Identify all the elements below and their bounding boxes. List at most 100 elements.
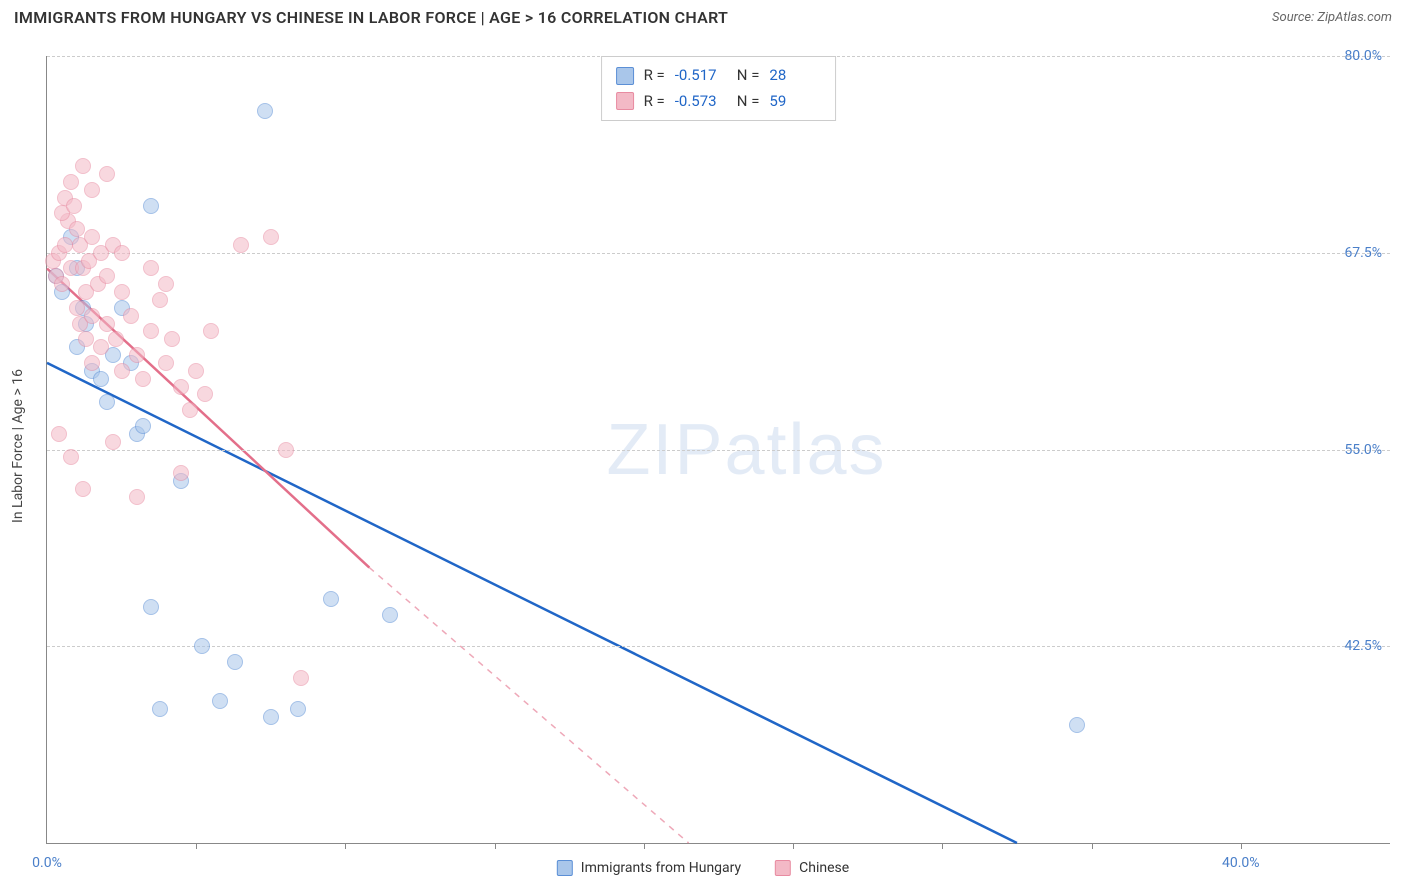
y-tick-label: 42.5% — [1344, 638, 1382, 654]
data-point — [257, 103, 273, 119]
stat-n-value: 59 — [769, 89, 821, 115]
data-point — [63, 449, 79, 465]
data-point — [135, 371, 151, 387]
data-point — [129, 489, 145, 505]
x-tick-label: 40.0% — [1222, 855, 1260, 871]
x-tick-label: 0.0% — [32, 855, 62, 871]
x-tick — [644, 843, 645, 849]
gridline — [47, 450, 1390, 451]
data-point — [182, 402, 198, 418]
data-point — [152, 292, 168, 308]
data-point — [99, 316, 115, 332]
y-axis-title: In Labor Force | Age > 16 — [10, 369, 26, 523]
stat-r-value: -0.517 — [675, 63, 727, 89]
data-point — [188, 363, 204, 379]
source-label: Source: ZipAtlas.com — [1272, 10, 1392, 25]
data-point — [57, 237, 73, 253]
data-point — [99, 268, 115, 284]
data-point — [263, 229, 279, 245]
data-point — [135, 418, 151, 434]
data-point — [173, 379, 189, 395]
x-tick — [1241, 843, 1242, 849]
data-point — [51, 426, 67, 442]
data-point — [78, 331, 94, 347]
legend-item: Immigrants from Hungary — [557, 860, 741, 876]
data-point — [75, 158, 91, 174]
x-tick — [942, 843, 943, 849]
data-point — [84, 229, 100, 245]
data-point — [84, 308, 100, 324]
x-tick — [495, 843, 496, 849]
data-point — [233, 237, 249, 253]
y-tick-label: 55.0% — [1344, 442, 1382, 458]
data-point — [114, 245, 130, 261]
data-point — [212, 693, 228, 709]
data-point — [129, 347, 145, 363]
data-point — [263, 709, 279, 725]
legend-row: R = -0.517 N = 28 — [616, 63, 822, 89]
gridline — [47, 253, 1390, 254]
data-point — [173, 465, 189, 481]
data-point — [152, 701, 168, 717]
data-point — [99, 394, 115, 410]
legend-row: R = -0.573 N = 59 — [616, 89, 822, 115]
legend-swatch — [616, 67, 634, 85]
data-point — [290, 701, 306, 717]
data-point — [293, 670, 309, 686]
x-tick — [345, 843, 346, 849]
data-point — [69, 300, 85, 316]
data-point — [84, 182, 100, 198]
scatter-chart: ZIPatlas R =-0.517N =28R =-0.573N =59 42… — [46, 56, 1390, 844]
data-point — [194, 638, 210, 654]
data-point — [382, 607, 398, 623]
gridline — [47, 56, 1390, 57]
data-point — [1069, 717, 1085, 733]
data-point — [84, 355, 100, 371]
chart-title: IMMIGRANTS FROM HUNGARY VS CHINESE IN LA… — [14, 8, 728, 27]
legend-label: Chinese — [799, 860, 849, 876]
gridline — [47, 646, 1390, 647]
data-point — [93, 371, 109, 387]
data-point — [143, 198, 159, 214]
legend-swatch — [775, 860, 791, 876]
data-point — [143, 599, 159, 615]
data-point — [143, 323, 159, 339]
data-point — [158, 276, 174, 292]
series-legend: Immigrants from Hungary Chinese — [557, 860, 849, 876]
data-point — [203, 323, 219, 339]
data-point — [158, 355, 174, 371]
data-point — [108, 331, 124, 347]
stat-r-value: -0.573 — [675, 89, 727, 115]
data-point — [54, 276, 70, 292]
data-point — [105, 434, 121, 450]
x-tick — [793, 843, 794, 849]
stat-label: R = — [644, 63, 665, 89]
y-tick-label: 80.0% — [1344, 48, 1382, 64]
data-point — [227, 654, 243, 670]
data-point — [63, 174, 79, 190]
stat-label: N = — [737, 63, 760, 89]
data-point — [75, 481, 91, 497]
legend-label: Immigrants from Hungary — [581, 860, 741, 876]
legend-swatch — [616, 92, 634, 110]
data-point — [197, 386, 213, 402]
data-point — [123, 308, 139, 324]
x-tick — [196, 843, 197, 849]
legend-item: Chinese — [775, 860, 849, 876]
y-tick-label: 67.5% — [1344, 245, 1382, 261]
x-tick — [1092, 843, 1093, 849]
data-point — [66, 198, 82, 214]
stat-label: N = — [737, 89, 760, 115]
data-point — [323, 591, 339, 607]
data-point — [69, 221, 85, 237]
data-point — [278, 442, 294, 458]
data-point — [164, 331, 180, 347]
stat-label: R = — [644, 89, 665, 115]
data-point — [114, 363, 130, 379]
data-point — [99, 166, 115, 182]
data-point — [143, 260, 159, 276]
legend-swatch — [557, 860, 573, 876]
data-point — [114, 284, 130, 300]
stat-n-value: 28 — [769, 63, 821, 89]
data-point — [93, 339, 109, 355]
